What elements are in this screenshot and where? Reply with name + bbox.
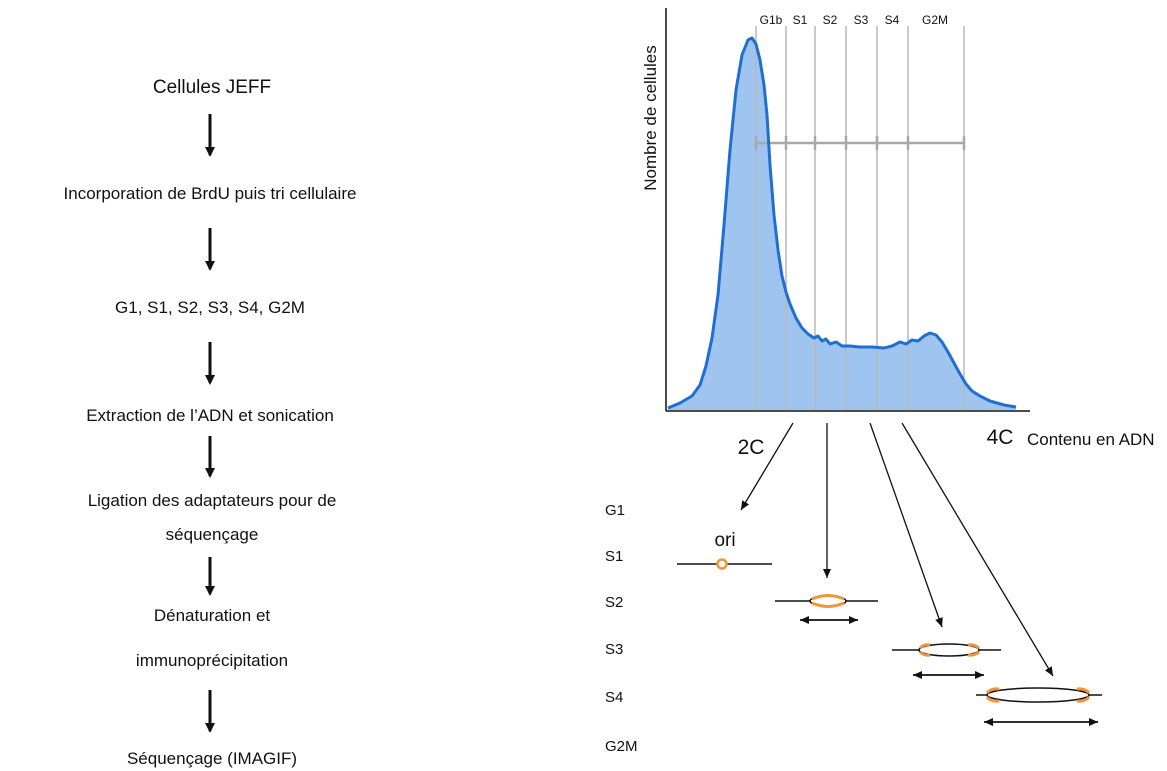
ori-circle [716, 558, 728, 570]
arrow-to-s3 [869, 422, 943, 628]
gate-lines [755, 26, 965, 410]
gate-to-bubble-arrows [740, 422, 1054, 677]
step-extraction: Extraction de l’ADN et sonication [86, 406, 334, 425]
step-denaturation-line1: Dénaturation et [154, 606, 271, 625]
gate-label-g2m: G2M [922, 13, 948, 27]
phase-label-g1: G1 [605, 502, 625, 519]
step-brdu: Incorporation de BrdU puis tri cellulair… [64, 184, 357, 203]
y-axis-label: Nombre de cellules [641, 45, 660, 191]
step-phases: G1, S1, S2, S3, S4, G2M [115, 298, 305, 317]
x-tick-2c: 2C [738, 436, 765, 459]
histogram-fill [668, 38, 1016, 410]
gate-label-s3: S3 [854, 13, 869, 27]
step-ligation-line2: séquençage [166, 525, 259, 544]
phase-labels: G1 S1 S2 S3 S4 G2M [605, 502, 638, 755]
phase-label-g2m: G2M [605, 738, 638, 755]
dna-content-histogram: G1b S1 S2 S3 S4 G2M Nombre de cellules 2… [641, 8, 1155, 459]
gate-labels: G1b S1 S2 S3 S4 G2M [760, 13, 948, 27]
step-sequencing: Séquençage (IMAGIF) [127, 749, 297, 768]
phase-label-s2: S2 [605, 594, 623, 611]
gate-bar [754, 136, 966, 150]
bubble-s3 [892, 643, 1001, 679]
arrow-to-s1 [740, 422, 794, 511]
gate-label-s4: S4 [885, 13, 900, 27]
step-denaturation-line2: immunoprécipitation [136, 651, 288, 670]
bubble-s4 [976, 687, 1102, 726]
arrow-to-s4 [901, 422, 1054, 677]
gate-label-s1: S1 [793, 13, 808, 27]
ori-label: ori [714, 530, 735, 551]
x-tick-4c: 4C [987, 426, 1014, 449]
histogram-outline [667, 36, 1017, 410]
workflow: Cellules JEFF Incorporation de BrdU puis… [64, 77, 357, 768]
x-axis-label: Contenu en ADN [1027, 430, 1155, 449]
phase-label-s1: S1 [605, 548, 623, 565]
phase-label-s3: S3 [605, 641, 623, 658]
replication-bubbles: ori [677, 530, 1102, 726]
step-cellules: Cellules JEFF [153, 77, 271, 98]
gate-label-s2: S2 [823, 13, 838, 27]
gate-label-g1b: G1b [760, 13, 783, 27]
step-ligation-line1: Ligation des adaptateurs pour de [88, 491, 337, 510]
bubble-s2 [775, 594, 878, 624]
phase-label-s4: S4 [605, 689, 623, 706]
